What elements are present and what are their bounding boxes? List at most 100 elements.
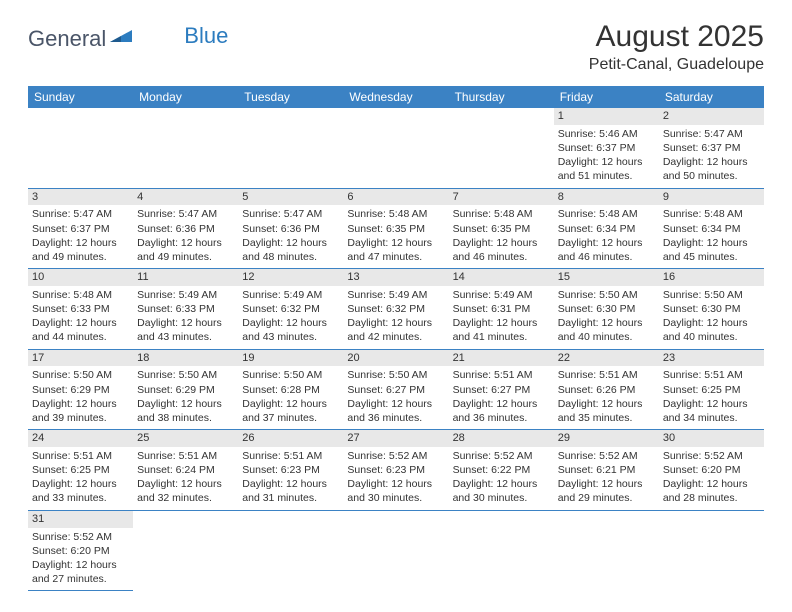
calendar-cell: 21Sunrise: 5:51 AMSunset: 6:27 PMDayligh…: [449, 349, 554, 430]
sunrise-line: Sunrise: 5:47 AM: [663, 127, 760, 141]
location: Petit-Canal, Guadeloupe: [589, 56, 764, 74]
day-details: Sunrise: 5:49 AMSunset: 6:31 PMDaylight:…: [449, 286, 554, 349]
day-details: Sunrise: 5:50 AMSunset: 6:29 PMDaylight:…: [133, 366, 238, 429]
sunrise-line: Sunrise: 5:51 AM: [558, 368, 655, 382]
day-details: Sunrise: 5:51 AMSunset: 6:27 PMDaylight:…: [449, 366, 554, 429]
sunset-line: Sunset: 6:28 PM: [242, 383, 339, 397]
sunset-line: Sunset: 6:21 PM: [558, 463, 655, 477]
calendar-row: 1Sunrise: 5:46 AMSunset: 6:37 PMDaylight…: [28, 108, 764, 188]
day-details: Sunrise: 5:50 AMSunset: 6:30 PMDaylight:…: [659, 286, 764, 349]
day-number: 31: [28, 511, 133, 528]
calendar-cell: 8Sunrise: 5:48 AMSunset: 6:34 PMDaylight…: [554, 188, 659, 269]
calendar-cell: 13Sunrise: 5:49 AMSunset: 6:32 PMDayligh…: [343, 269, 448, 350]
daylight-line: Daylight: 12 hours and 39 minutes.: [32, 397, 129, 425]
calendar-cell: 5Sunrise: 5:47 AMSunset: 6:36 PMDaylight…: [238, 188, 343, 269]
calendar-cell: 29Sunrise: 5:52 AMSunset: 6:21 PMDayligh…: [554, 430, 659, 511]
daylight-line: Daylight: 12 hours and 28 minutes.: [663, 477, 760, 505]
sunrise-line: Sunrise: 5:48 AM: [453, 207, 550, 221]
sunset-line: Sunset: 6:34 PM: [663, 222, 760, 236]
sunrise-line: Sunrise: 5:52 AM: [347, 449, 444, 463]
calendar-cell: [449, 108, 554, 188]
day-number: 3: [28, 189, 133, 206]
calendar-cell: 15Sunrise: 5:50 AMSunset: 6:30 PMDayligh…: [554, 269, 659, 350]
day-details: Sunrise: 5:48 AMSunset: 6:33 PMDaylight:…: [28, 286, 133, 349]
calendar-cell: 9Sunrise: 5:48 AMSunset: 6:34 PMDaylight…: [659, 188, 764, 269]
day-number: 2: [659, 108, 764, 125]
day-details: Sunrise: 5:48 AMSunset: 6:35 PMDaylight:…: [343, 205, 448, 268]
weekday-header-row: Sunday Monday Tuesday Wednesday Thursday…: [28, 86, 764, 108]
sunset-line: Sunset: 6:33 PM: [137, 302, 234, 316]
logo-text-blue: Blue: [184, 23, 228, 49]
weekday-header: Thursday: [449, 86, 554, 108]
sunrise-line: Sunrise: 5:48 AM: [663, 207, 760, 221]
calendar-cell: 7Sunrise: 5:48 AMSunset: 6:35 PMDaylight…: [449, 188, 554, 269]
sunset-line: Sunset: 6:31 PM: [453, 302, 550, 316]
calendar-cell: 28Sunrise: 5:52 AMSunset: 6:22 PMDayligh…: [449, 430, 554, 511]
calendar-row: 24Sunrise: 5:51 AMSunset: 6:25 PMDayligh…: [28, 430, 764, 511]
daylight-line: Daylight: 12 hours and 29 minutes.: [558, 477, 655, 505]
day-number: 5: [238, 189, 343, 206]
day-number: 20: [343, 350, 448, 367]
day-number: 27: [343, 430, 448, 447]
day-details: Sunrise: 5:52 AMSunset: 6:21 PMDaylight:…: [554, 447, 659, 510]
calendar-cell: 12Sunrise: 5:49 AMSunset: 6:32 PMDayligh…: [238, 269, 343, 350]
calendar-cell: 6Sunrise: 5:48 AMSunset: 6:35 PMDaylight…: [343, 188, 448, 269]
sunrise-line: Sunrise: 5:50 AM: [558, 288, 655, 302]
sunset-line: Sunset: 6:23 PM: [242, 463, 339, 477]
daylight-line: Daylight: 12 hours and 45 minutes.: [663, 236, 760, 264]
day-number: 4: [133, 189, 238, 206]
daylight-line: Daylight: 12 hours and 46 minutes.: [558, 236, 655, 264]
calendar-cell: 30Sunrise: 5:52 AMSunset: 6:20 PMDayligh…: [659, 430, 764, 511]
calendar-row: 3Sunrise: 5:47 AMSunset: 6:37 PMDaylight…: [28, 188, 764, 269]
daylight-line: Daylight: 12 hours and 50 minutes.: [663, 155, 760, 183]
sunset-line: Sunset: 6:32 PM: [242, 302, 339, 316]
day-number: 17: [28, 350, 133, 367]
daylight-line: Daylight: 12 hours and 40 minutes.: [663, 316, 760, 344]
daylight-line: Daylight: 12 hours and 51 minutes.: [558, 155, 655, 183]
sunrise-line: Sunrise: 5:50 AM: [32, 368, 129, 382]
daylight-line: Daylight: 12 hours and 33 minutes.: [32, 477, 129, 505]
calendar-cell: 26Sunrise: 5:51 AMSunset: 6:23 PMDayligh…: [238, 430, 343, 511]
sunrise-line: Sunrise: 5:48 AM: [558, 207, 655, 221]
sunrise-line: Sunrise: 5:47 AM: [242, 207, 339, 221]
day-details: Sunrise: 5:47 AMSunset: 6:36 PMDaylight:…: [133, 205, 238, 268]
daylight-line: Daylight: 12 hours and 41 minutes.: [453, 316, 550, 344]
day-details: Sunrise: 5:50 AMSunset: 6:28 PMDaylight:…: [238, 366, 343, 429]
calendar-cell: [238, 108, 343, 188]
day-details: Sunrise: 5:52 AMSunset: 6:20 PMDaylight:…: [659, 447, 764, 510]
sunrise-line: Sunrise: 5:47 AM: [32, 207, 129, 221]
day-number: 10: [28, 269, 133, 286]
weekday-header: Saturday: [659, 86, 764, 108]
day-details: Sunrise: 5:46 AMSunset: 6:37 PMDaylight:…: [554, 125, 659, 188]
day-number: 15: [554, 269, 659, 286]
calendar-cell: 23Sunrise: 5:51 AMSunset: 6:25 PMDayligh…: [659, 349, 764, 430]
sunset-line: Sunset: 6:23 PM: [347, 463, 444, 477]
day-details: Sunrise: 5:51 AMSunset: 6:23 PMDaylight:…: [238, 447, 343, 510]
daylight-line: Daylight: 12 hours and 49 minutes.: [32, 236, 129, 264]
day-number: 6: [343, 189, 448, 206]
sunrise-line: Sunrise: 5:51 AM: [453, 368, 550, 382]
calendar-table: Sunday Monday Tuesday Wednesday Thursday…: [28, 86, 764, 591]
daylight-line: Daylight: 12 hours and 31 minutes.: [242, 477, 339, 505]
sunrise-line: Sunrise: 5:48 AM: [347, 207, 444, 221]
calendar-cell: 3Sunrise: 5:47 AMSunset: 6:37 PMDaylight…: [28, 188, 133, 269]
daylight-line: Daylight: 12 hours and 30 minutes.: [453, 477, 550, 505]
calendar-cell: [659, 510, 764, 591]
calendar-cell: 4Sunrise: 5:47 AMSunset: 6:36 PMDaylight…: [133, 188, 238, 269]
day-number: 19: [238, 350, 343, 367]
daylight-line: Daylight: 12 hours and 43 minutes.: [137, 316, 234, 344]
sunrise-line: Sunrise: 5:46 AM: [558, 127, 655, 141]
sunset-line: Sunset: 6:35 PM: [453, 222, 550, 236]
day-details: Sunrise: 5:52 AMSunset: 6:23 PMDaylight:…: [343, 447, 448, 510]
sunrise-line: Sunrise: 5:49 AM: [137, 288, 234, 302]
daylight-line: Daylight: 12 hours and 49 minutes.: [137, 236, 234, 264]
calendar-cell: 24Sunrise: 5:51 AMSunset: 6:25 PMDayligh…: [28, 430, 133, 511]
calendar-row: 17Sunrise: 5:50 AMSunset: 6:29 PMDayligh…: [28, 349, 764, 430]
logo-text-general: General: [28, 26, 106, 52]
daylight-line: Daylight: 12 hours and 34 minutes.: [663, 397, 760, 425]
day-number: 9: [659, 189, 764, 206]
day-details: Sunrise: 5:47 AMSunset: 6:36 PMDaylight:…: [238, 205, 343, 268]
sunrise-line: Sunrise: 5:51 AM: [242, 449, 339, 463]
sunset-line: Sunset: 6:25 PM: [32, 463, 129, 477]
day-number: 21: [449, 350, 554, 367]
